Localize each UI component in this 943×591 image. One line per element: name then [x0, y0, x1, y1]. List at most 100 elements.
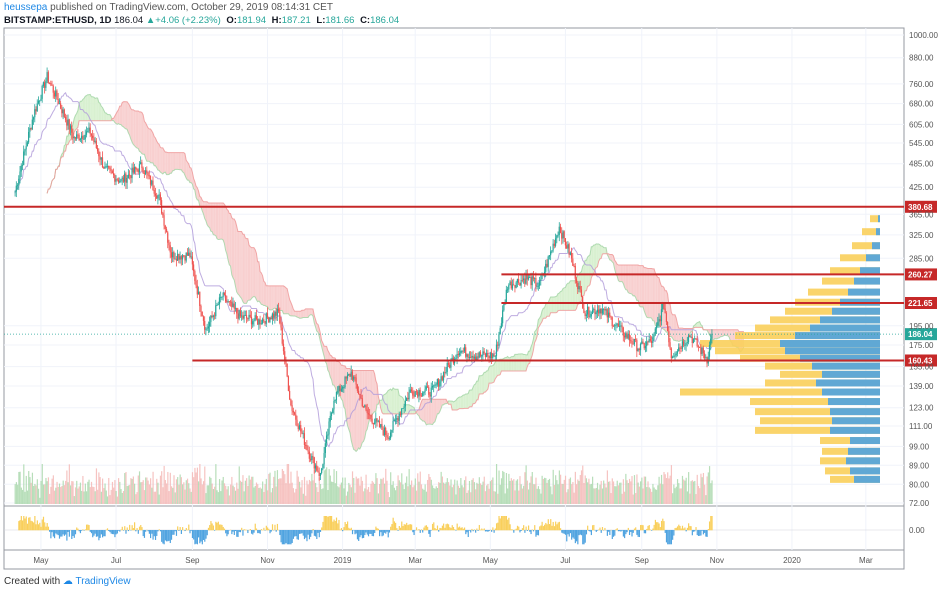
candle-body[interactable]: [149, 175, 152, 185]
candle-body[interactable]: [410, 389, 413, 392]
candle-body[interactable]: [494, 355, 496, 357]
candle-body[interactable]: [47, 72, 49, 83]
candle-body[interactable]: [40, 98, 42, 101]
candle-body[interactable]: [85, 131, 88, 135]
candle-body[interactable]: [80, 135, 83, 139]
candle-body[interactable]: [641, 341, 643, 344]
candle-body[interactable]: [659, 319, 661, 322]
candle-body[interactable]: [309, 458, 312, 461]
candle-body[interactable]: [506, 289, 509, 291]
candle-body[interactable]: [103, 167, 105, 169]
candle-body[interactable]: [72, 132, 74, 139]
candle-body[interactable]: [675, 353, 677, 356]
candle-body[interactable]: [311, 456, 313, 461]
candle-body[interactable]: [319, 473, 322, 477]
candle-body[interactable]: [220, 297, 222, 298]
candle-body[interactable]: [564, 238, 567, 246]
candle-body[interactable]: [117, 179, 120, 183]
candle-body[interactable]: [402, 408, 404, 409]
candle-body[interactable]: [708, 345, 711, 357]
candle-body[interactable]: [308, 451, 310, 459]
candle-body[interactable]: [537, 285, 539, 287]
candle-body[interactable]: [438, 379, 440, 387]
candle-body[interactable]: [178, 253, 180, 260]
candle-body[interactable]: [516, 278, 519, 283]
candle-body[interactable]: [628, 334, 631, 341]
candle-body[interactable]: [586, 306, 589, 315]
candle-body[interactable]: [602, 308, 605, 310]
candle-body[interactable]: [348, 373, 350, 375]
candle-body[interactable]: [41, 85, 43, 99]
candle-body[interactable]: [293, 412, 296, 415]
candle-body[interactable]: [148, 175, 150, 177]
candle-body[interactable]: [679, 347, 681, 349]
candle-body[interactable]: [263, 319, 265, 322]
candle-body[interactable]: [339, 385, 341, 392]
candle-body[interactable]: [426, 386, 429, 388]
candle-body[interactable]: [665, 313, 667, 323]
candle-body[interactable]: [355, 377, 357, 385]
candle-body[interactable]: [391, 430, 393, 433]
candle-body[interactable]: [652, 336, 654, 343]
candle-body[interactable]: [655, 325, 658, 329]
candle-body[interactable]: [398, 413, 400, 421]
candle-body[interactable]: [98, 151, 100, 157]
candle-body[interactable]: [601, 309, 603, 314]
candle-body[interactable]: [657, 322, 659, 326]
candle-body[interactable]: [71, 125, 73, 133]
candle-body[interactable]: [189, 252, 191, 257]
candle-body[interactable]: [511, 284, 514, 289]
candle-body[interactable]: [227, 301, 229, 302]
candle-body[interactable]: [470, 357, 472, 359]
candle-body[interactable]: [29, 128, 31, 132]
candle-body[interactable]: [298, 425, 301, 430]
candle-body[interactable]: [667, 322, 669, 332]
candle-body[interactable]: [295, 414, 297, 420]
candle-body[interactable]: [541, 274, 543, 280]
candle-body[interactable]: [605, 309, 607, 311]
candle-body[interactable]: [242, 315, 244, 319]
candle-body[interactable]: [444, 372, 446, 374]
candle-body[interactable]: [307, 450, 309, 452]
candle-body[interactable]: [99, 156, 101, 160]
candle-body[interactable]: [468, 357, 470, 359]
candle-body[interactable]: [234, 307, 237, 309]
candle-body[interactable]: [173, 252, 175, 260]
candle-body[interactable]: [550, 251, 552, 256]
candle-body[interactable]: [552, 243, 554, 251]
candle-body[interactable]: [313, 457, 315, 469]
candle-body[interactable]: [93, 138, 95, 142]
candle-body[interactable]: [579, 286, 581, 290]
candle-body[interactable]: [303, 433, 306, 445]
candle-body[interactable]: [591, 309, 594, 314]
candle-body[interactable]: [695, 338, 697, 340]
candle-body[interactable]: [30, 128, 32, 130]
candle-body[interactable]: [570, 252, 573, 259]
candle-body[interactable]: [387, 437, 389, 439]
candle-body[interactable]: [559, 226, 562, 233]
candle-body[interactable]: [82, 135, 84, 140]
candle-body[interactable]: [648, 338, 650, 343]
candle-body[interactable]: [428, 387, 430, 395]
candle-body[interactable]: [312, 456, 314, 458]
candle-body[interactable]: [132, 167, 134, 173]
candle-body[interactable]: [401, 408, 403, 415]
candle-body[interactable]: [467, 354, 469, 358]
candle-body[interactable]: [465, 347, 467, 357]
candle-body[interactable]: [409, 389, 411, 393]
candle-body[interactable]: [515, 282, 517, 288]
candle-body[interactable]: [77, 134, 79, 136]
candle-body[interactable]: [157, 195, 159, 199]
candle-body[interactable]: [366, 409, 368, 414]
candle-body[interactable]: [376, 418, 378, 422]
candle-body[interactable]: [639, 343, 642, 351]
candle-body[interactable]: [337, 391, 339, 393]
candle-body[interactable]: [341, 387, 344, 389]
candle-body[interactable]: [530, 277, 532, 286]
candle-body[interactable]: [471, 355, 473, 358]
candle-body[interactable]: [151, 180, 153, 185]
candle-body[interactable]: [333, 401, 335, 410]
candle-body[interactable]: [457, 354, 459, 355]
candle-body[interactable]: [578, 286, 580, 290]
